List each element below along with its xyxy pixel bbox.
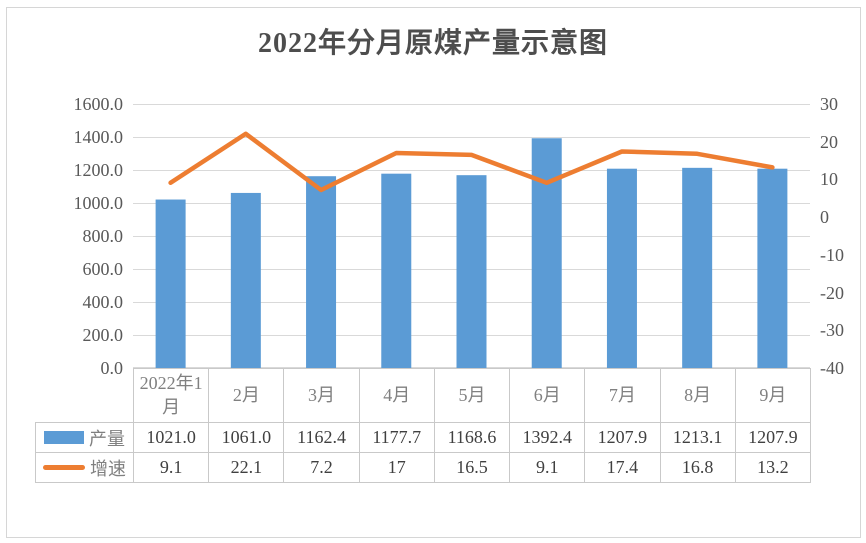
table-value-cell: 1207.9 [734, 422, 812, 453]
bar-2月 [230, 192, 261, 368]
bar-7月 [606, 168, 637, 368]
bar-2022年1月 [155, 199, 186, 368]
line-legend-swatch [43, 465, 85, 470]
table-value-cell: 1168.6 [433, 422, 511, 453]
right-axis-tick-label: 10 [820, 169, 838, 190]
table-header-cell: 2月 [208, 368, 285, 423]
table-header-cell: 7月 [584, 368, 661, 423]
bar-3月 [306, 176, 337, 368]
table-header-cell: 3月 [283, 368, 360, 423]
table-value-cell: 16.8 [659, 452, 736, 483]
table-row-production: 产量 1021.0 1061.0 1162.4 1177.7 1168.6 1392.4 12… [35, 422, 812, 453]
table-header-cell: 4月 [358, 368, 435, 423]
table-value-cell: 16.5 [433, 452, 511, 483]
table-row-growth: 增速 9.1 22.1 7.2 17 16.5 9.1 17.4 16.8 13.2 [35, 452, 812, 483]
plot-area [133, 104, 810, 368]
table-value-cell: 1061.0 [208, 422, 285, 453]
bar-legend-swatch [44, 431, 84, 444]
chart-title: 2022年分月原煤产量示意图 [257, 28, 608, 59]
table-value-cell: 1213.1 [659, 422, 736, 453]
table-value-cell: 17 [358, 452, 435, 483]
bar-4月 [381, 173, 412, 368]
table-value-cell: 1177.7 [358, 422, 435, 453]
right-axis-tick-label: 30 [820, 94, 838, 114]
left-axis-tick-label: 1400.0 [73, 127, 124, 147]
right-axis-tick-label: 0 [820, 207, 829, 228]
growth-rate-line [168, 131, 775, 193]
bar-8月 [682, 167, 713, 368]
legend-label: 增速 [90, 458, 126, 479]
left-axis-tick-label: 1200.0 [73, 160, 124, 180]
table-value-cell: 7.2 [283, 452, 360, 483]
bar-6月 [531, 138, 562, 368]
table-value-cell: 1162.4 [283, 422, 360, 453]
table-corner-cell [36, 369, 134, 423]
left-axis-tick-label: 200.0 [82, 325, 124, 345]
legend-cell: 产量 [35, 422, 134, 453]
right-axis-tick-label: -30 [820, 320, 844, 341]
left-axis-tick-label: 1600.0 [73, 94, 124, 114]
left-axis-tick-label: 1000.0 [73, 193, 124, 213]
legend-label: 产量 [89, 428, 125, 449]
table-header-cell: 9月 [734, 368, 812, 423]
left-axis-tick-label: 800.0 [82, 226, 124, 246]
left-axis-tick-label: 0.0 [100, 358, 124, 378]
table-value-cell: 9.1 [132, 452, 210, 483]
bar-9月 [757, 168, 788, 368]
table-header-cell: 8月 [659, 368, 736, 423]
table-value-cell: 9.1 [509, 452, 586, 483]
right-axis-tick-label: -20 [820, 282, 844, 303]
left-axis-tick-label: 600.0 [82, 259, 124, 279]
table-header-cell: 6月 [509, 368, 586, 423]
table-value-cell: 13.2 [734, 452, 812, 483]
table-value-cell: 1207.9 [584, 422, 661, 453]
table-value-cell: 1392.4 [509, 422, 586, 453]
table-value-cell: 1021.0 [132, 422, 210, 453]
bar-5月 [456, 175, 487, 368]
table-value-cell: 22.1 [208, 452, 285, 483]
right-axis-tick-label: 20 [820, 131, 838, 152]
right-axis-tick-label: -40 [820, 358, 844, 378]
legend-cell: 增速 [35, 452, 134, 483]
right-axis-tick-label: -10 [820, 244, 844, 265]
table-header-cell: 5月 [433, 368, 511, 423]
table-header-cell: 2022年1月 [132, 368, 210, 423]
left-axis-tick-label: 400.0 [82, 292, 124, 312]
table-value-cell: 17.4 [584, 452, 661, 483]
table-header-row: 2022年1月 2月 3月 4月 5月 6月 7月 8月 9月 [36, 368, 812, 423]
data-table: 2022年1月 2月 3月 4月 5月 6月 7月 8月 9月 产量 1021.0 1061.0 116… [35, 368, 812, 483]
